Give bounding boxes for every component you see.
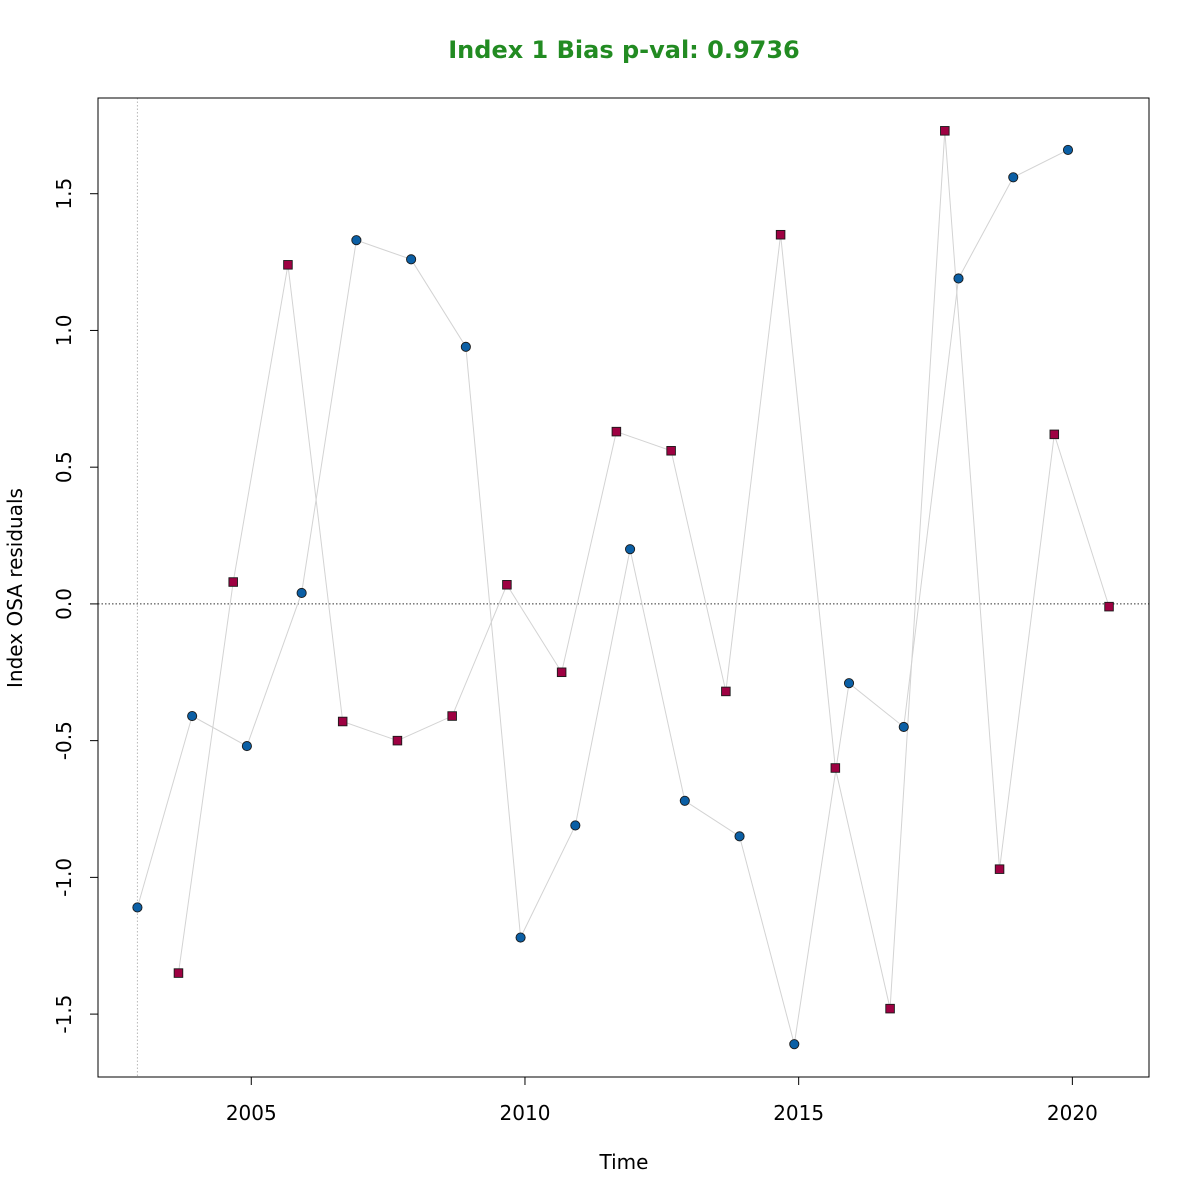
circle-point-13 [843, 678, 855, 689]
circle-point-6 [460, 341, 471, 352]
square-point-13 [885, 1003, 895, 1014]
data-markers [132, 126, 1114, 1050]
y-axis: -1.5 -1.0 -0.5 0.0 0.5 1.0 1.5 [52, 178, 98, 1034]
circle-point-7 [515, 932, 526, 943]
circle-point-8 [570, 820, 581, 831]
square-point-3 [337, 716, 348, 727]
x-tick-label-2010: 2010 [500, 1101, 551, 1125]
x-tick-label-2005: 2005 [226, 1101, 277, 1125]
connector-lines [136, 130, 1110, 1045]
square-point-16 [1049, 429, 1060, 440]
square-point-17 [1104, 601, 1114, 612]
square-point-6 [502, 580, 512, 590]
square-point-14 [940, 126, 950, 136]
circle-point-11 [734, 831, 745, 842]
series-square-connector [177, 130, 1110, 1009]
circle-point-9 [625, 544, 636, 555]
y-tick-label-0: -1.5 [52, 995, 76, 1034]
y-tick-label-6: 1.5 [52, 178, 76, 210]
square-point-12 [830, 763, 841, 773]
circle-point-0 [132, 902, 143, 913]
square-point-11 [775, 229, 786, 240]
square-point-2 [283, 260, 293, 270]
y-tick-label-5: 1.0 [52, 315, 76, 347]
circle-point-5 [406, 254, 417, 265]
square-point-0 [173, 968, 184, 978]
circle-point-12 [789, 1039, 800, 1050]
y-axis-label: Index OSA residuals [3, 488, 27, 688]
circle-point-10 [679, 795, 690, 806]
circle-point-14 [898, 721, 909, 733]
y-tick-label-3: 0.0 [52, 588, 76, 620]
circle-point-17 [1062, 144, 1074, 156]
circle-point-15 [953, 273, 964, 284]
y-tick-label-1: -1.0 [52, 858, 76, 897]
y-tick-label-4: 0.5 [52, 451, 76, 483]
circle-point-4 [351, 235, 362, 246]
plot-frame [97, 97, 1150, 1078]
circle-point-2 [241, 741, 252, 752]
circle-point-3 [296, 587, 307, 599]
square-point-15 [994, 864, 1005, 874]
circle-point-16 [1008, 172, 1019, 183]
circle-point-1 [187, 710, 198, 722]
series-circle-connector [136, 149, 1069, 1045]
square-point-9 [666, 446, 676, 456]
x-axis-label: Time [599, 1150, 649, 1174]
square-point-1 [228, 577, 238, 587]
x-axis: 2005 2010 2015 2020 [226, 1077, 1098, 1125]
square-point-8 [611, 426, 622, 437]
x-tick-label-2015: 2015 [773, 1101, 824, 1125]
square-point-4 [392, 735, 403, 746]
x-tick-label-2020: 2020 [1047, 1101, 1098, 1125]
square-point-5 [447, 711, 457, 721]
square-point-10 [721, 686, 731, 697]
chart-title: Index 1 Bias p-val: 0.9736 [448, 36, 800, 64]
reference-lines [98, 98, 1149, 1077]
square-point-7 [556, 667, 567, 678]
y-tick-label-2: -0.5 [52, 721, 76, 760]
